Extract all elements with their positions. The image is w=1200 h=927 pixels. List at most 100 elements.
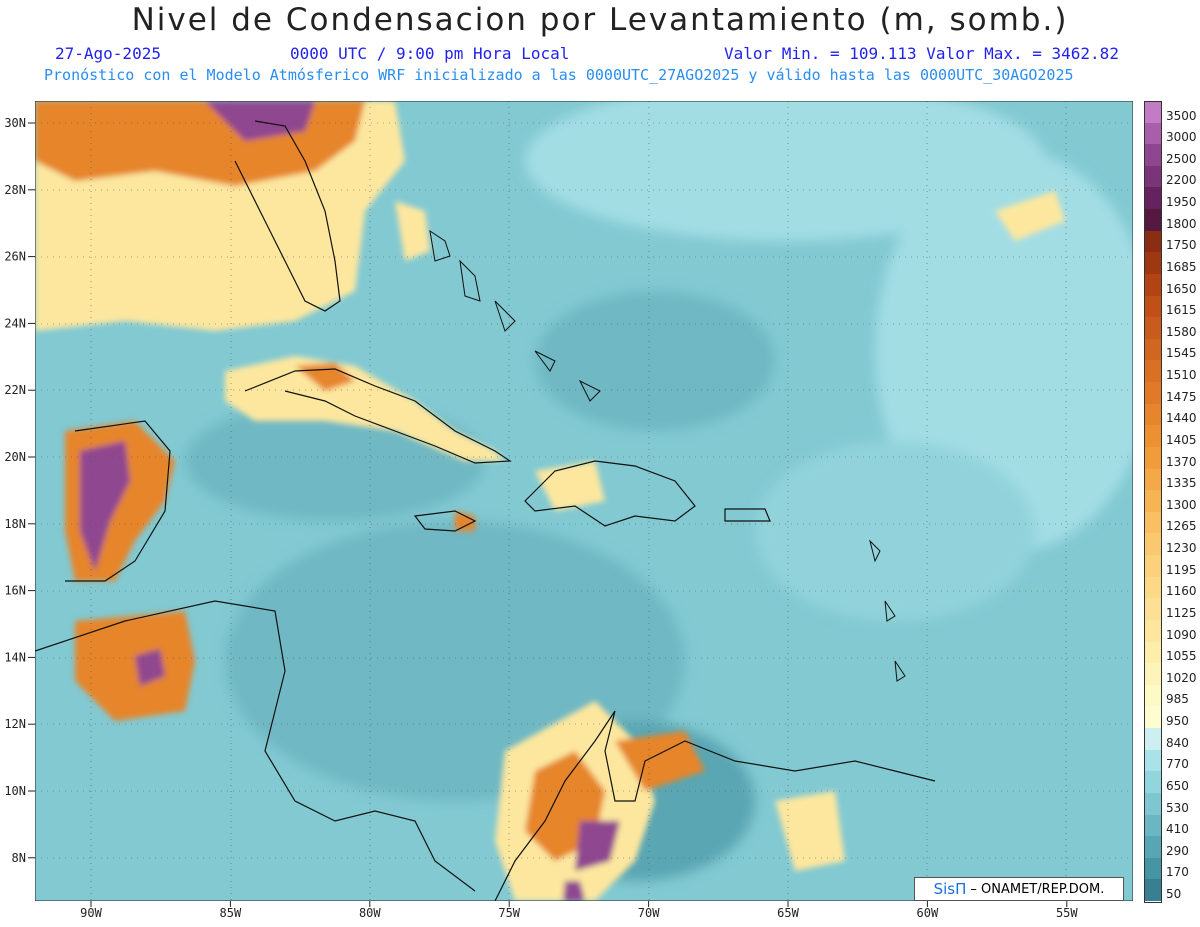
graticule: [35, 101, 1133, 901]
lat-tick-label: 12N: [4, 717, 26, 731]
colorbar-label: 1510: [1166, 368, 1197, 383]
time-label: 0000 UTC / 9:00 pm Hora Local: [290, 44, 570, 63]
colorbar-label: 1475: [1166, 389, 1197, 404]
lat-tick-label: 30N: [4, 116, 26, 130]
colorbar-swatch: [1145, 749, 1161, 772]
coast-jamaica: [413, 510, 477, 532]
coast-puerto-rico: [724, 508, 771, 522]
colorbar-swatch: [1145, 360, 1161, 383]
colorbar-frame: [1144, 101, 1162, 903]
coastlines: [35, 120, 936, 901]
date-label: 27-Ago-2025: [55, 44, 161, 63]
colorbar-label: 1650: [1166, 281, 1197, 296]
colorbar-label: 1615: [1166, 303, 1197, 318]
colorbar-label: 1580: [1166, 324, 1197, 339]
lat-tick-label: 26N: [4, 250, 26, 264]
colorbar-swatch: [1145, 684, 1161, 707]
colorbar-swatch: [1145, 792, 1161, 815]
colorbar-label: 1090: [1166, 627, 1197, 642]
colorbar-swatch: [1145, 619, 1161, 643]
map-title: Nivel de Condensacion por Levantamiento …: [131, 2, 1069, 38]
colorbar-label: 1020: [1166, 670, 1197, 685]
colorbar-swatch: [1145, 165, 1161, 188]
colorbar-swatch: [1145, 317, 1161, 340]
colorbar-swatch: [1145, 533, 1161, 556]
colorbar-label: 1685: [1166, 259, 1197, 274]
colorbar-swatch: [1145, 252, 1161, 275]
colorbar-swatch: [1145, 511, 1161, 534]
lon-tick-label: 65W: [777, 906, 799, 920]
colorbar-label: 950: [1166, 714, 1189, 729]
lon-tick-label: 55W: [1056, 906, 1078, 920]
colorbar-swatch: [1145, 836, 1161, 859]
colorbar-label: 530: [1166, 800, 1189, 815]
lon-tick-label: 80W: [359, 906, 381, 920]
lon-tick-label: 75W: [498, 906, 520, 920]
coast-south-america: [494, 710, 936, 901]
colorbar-swatch: [1145, 663, 1161, 686]
lat-tick-label: 10N: [4, 784, 26, 798]
credit-box: SisΠ – ONAMET/REP.DOM.: [914, 877, 1124, 901]
credit-brand: SisΠ: [933, 880, 967, 898]
colorbar-swatch: [1145, 598, 1161, 621]
colorbar-label: 1440: [1166, 411, 1197, 426]
colorbar-swatch: [1145, 338, 1161, 361]
colorbar-swatch: [1145, 230, 1161, 253]
colorbar-label: 650: [1166, 778, 1189, 793]
condensation-map: [35, 101, 1133, 901]
colorbar-swatch: [1145, 187, 1161, 210]
colorbar-label: 1300: [1166, 497, 1197, 512]
colorbar-label: 1195: [1166, 562, 1197, 577]
credit-org: – ONAMET/REP.DOM.: [970, 881, 1105, 897]
colorbar-label: 770: [1166, 757, 1189, 772]
coast-cuba: [244, 368, 512, 464]
colorbar-swatch: [1145, 728, 1161, 751]
colorbar-label: 1230: [1166, 541, 1197, 556]
coast-central-america: [35, 600, 476, 892]
colorbar-label: 290: [1166, 843, 1189, 858]
colorbar-label: 2200: [1166, 173, 1197, 188]
colorbar-label: 1545: [1166, 346, 1197, 361]
colorbar-swatch: [1145, 857, 1161, 880]
colorbar-label: 1800: [1166, 216, 1197, 231]
colorbar-label: 1950: [1166, 195, 1197, 210]
colorbar-swatch: [1145, 555, 1161, 578]
lat-tick-label: 16N: [4, 584, 26, 598]
colorbar-label: 985: [1166, 692, 1189, 707]
colorbar-label: 1405: [1166, 432, 1197, 447]
colorbar-label: 1265: [1166, 519, 1197, 534]
minmax-label: Valor Min. = 109.113 Valor Max. = 3462.8…: [724, 44, 1119, 63]
colorbar-swatch: [1145, 879, 1161, 902]
lat-tick-label: 22N: [4, 383, 26, 397]
lon-tick-label: 85W: [220, 906, 242, 920]
colorbar-swatch: [1145, 122, 1161, 145]
colorbar-label: 1335: [1166, 476, 1197, 491]
lon-tick-label: 90W: [80, 906, 102, 920]
colorbar-swatch: [1145, 814, 1161, 837]
colorbar-label: 1160: [1166, 584, 1197, 599]
coast-yucatan: [65, 420, 171, 582]
colorbar-label: 410: [1166, 822, 1189, 837]
lat-tick-label: 20N: [4, 450, 26, 464]
colorbar-label: 1750: [1166, 238, 1197, 253]
colorbar-label: 170: [1166, 865, 1189, 880]
colorbar-swatch: [1145, 425, 1161, 448]
colorbar-swatch: [1145, 273, 1161, 297]
colorbar-swatch: [1145, 382, 1161, 405]
colorbar-label: 1125: [1166, 605, 1197, 620]
colorbar-swatch: [1145, 490, 1161, 513]
lcl-shading: [35, 101, 1065, 901]
lat-tick-label: 14N: [4, 650, 26, 664]
colorbar-swatch: [1145, 295, 1161, 318]
colorbar-swatch: [1145, 771, 1161, 794]
colorbar-label: 3500: [1166, 108, 1197, 123]
colorbar-swatch: [1145, 576, 1161, 599]
coast-florida: [234, 120, 341, 312]
colorbar-label: 1055: [1166, 649, 1197, 664]
colorbar-swatch: [1145, 403, 1161, 426]
colorbar-label: 2500: [1166, 151, 1197, 166]
colorbar-swatch: [1145, 468, 1161, 491]
colorbar-swatch: [1145, 446, 1161, 470]
colorbar-label: 50: [1166, 887, 1182, 901]
colorbar-label: 1370: [1166, 454, 1197, 469]
